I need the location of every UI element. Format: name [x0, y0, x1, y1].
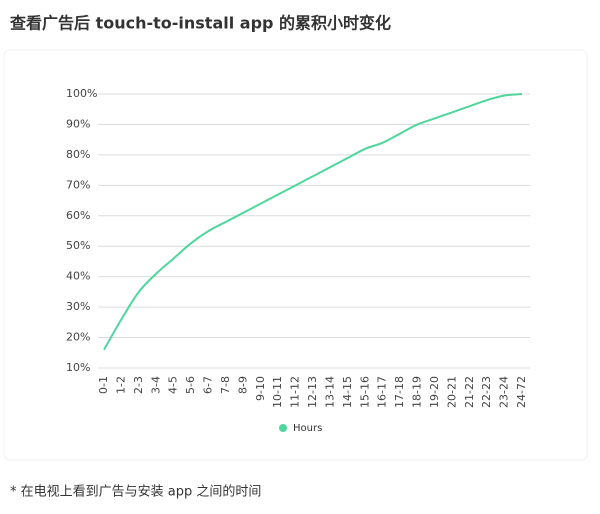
x-tick-label: 24-72: [515, 376, 528, 408]
x-tick-label: 16-17: [376, 376, 389, 408]
x-tick-label: 21-22: [463, 376, 476, 408]
x-tick-label: 6-7: [202, 376, 215, 394]
x-tick-label: 18-19: [411, 376, 424, 408]
x-tick-label: 13-14: [323, 376, 336, 408]
x-tick-label: 12-13: [306, 376, 319, 408]
footnote: * 在电视上看到广告与安装 app 之间的时间: [10, 484, 261, 500]
x-tick-label: 14-15: [341, 376, 354, 408]
legend-label: Hours: [293, 423, 322, 434]
x-tick-label: 20-21: [445, 376, 458, 408]
y-tick-label: 50%: [66, 239, 90, 252]
legend-marker: [279, 424, 287, 432]
x-tick-label: 7-8: [219, 376, 232, 394]
x-tick-label: 17-18: [393, 376, 406, 408]
chart-title: 查看广告后 touch-to-install app 的累积小时变化: [10, 14, 391, 33]
x-tick-label: 3-4: [149, 376, 162, 394]
line-series: [103, 93, 523, 351]
x-tick-label: 23-24: [498, 376, 511, 408]
x-tick-label: 1-2: [114, 376, 127, 394]
y-tick-label: 80%: [66, 148, 90, 161]
x-tick-label: 4-5: [167, 376, 180, 394]
x-tick-label: 22-23: [480, 376, 493, 408]
plot-area: 10% 20% 30% 40% 50% 60% 70% 80% 90% 100% 0-1 1-2 2-3…: [66, 87, 530, 434]
x-tick-label: 10-11: [271, 376, 284, 408]
x-tick-label: 19-20: [428, 376, 441, 408]
y-tick-label: 40%: [66, 270, 90, 283]
x-tick-label: 5-6: [184, 376, 197, 394]
y-tick-label: 100%: [66, 87, 97, 100]
y-tick-label: 30%: [66, 300, 90, 313]
y-tick-label: 60%: [66, 209, 90, 222]
x-tick-label: 8-9: [236, 376, 249, 394]
x-tick-label: 2-3: [132, 376, 145, 394]
y-tick-label: 90%: [66, 117, 90, 130]
y-tick-label: 10%: [66, 361, 90, 374]
x-tick-label: 9-10: [254, 376, 267, 401]
y-tick-label: 20%: [66, 331, 90, 344]
x-tick-label: 15-16: [358, 376, 371, 408]
y-tick-label: 70%: [66, 178, 90, 191]
chart-card: [3, 49, 588, 461]
x-tick-label: 11-12: [289, 376, 302, 408]
x-tick-label: 0-1: [97, 376, 110, 394]
